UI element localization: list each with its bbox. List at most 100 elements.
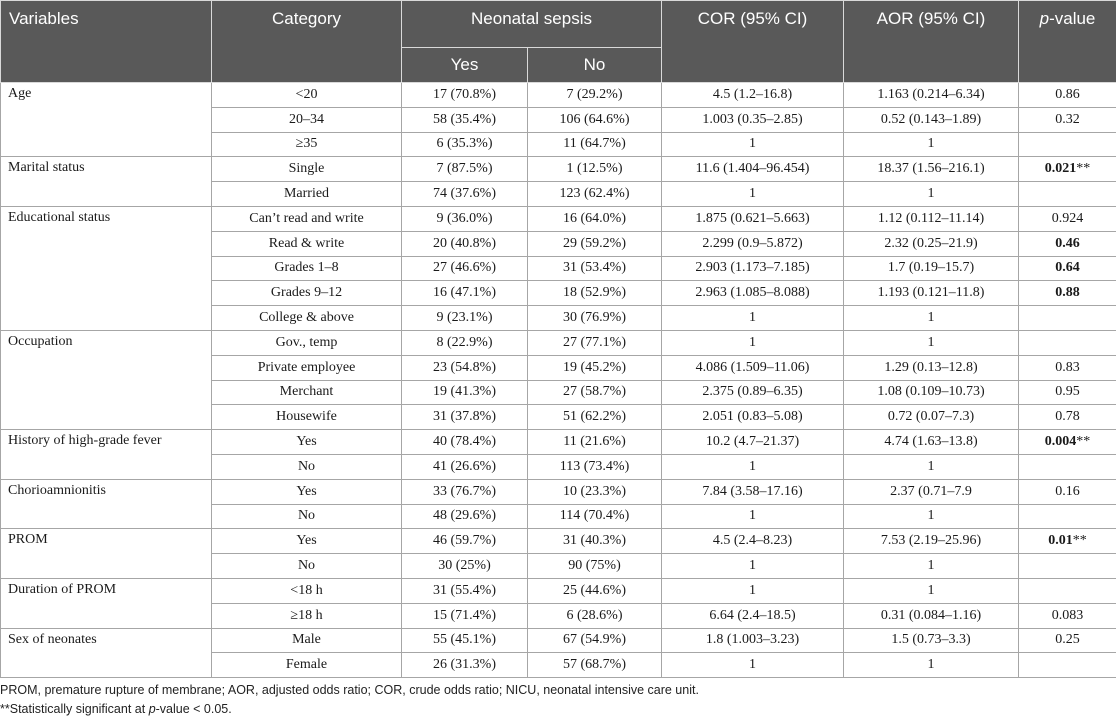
- cell-yes: 31 (55.4%): [401, 577, 528, 604]
- cell-variable: Chorioamnionitis: [0, 478, 212, 530]
- cell-yes: 48 (29.6%): [401, 503, 528, 530]
- table-row: Housewife 31 (37.8%) 51 (62.2%) 2.051 (0.83…: [1, 404, 1116, 431]
- cell-no: 57 (68.7%): [527, 652, 662, 679]
- cell-p-value: [1018, 181, 1116, 207]
- cell-variable: Sex of neonates: [0, 627, 212, 679]
- cell-aor: 2.37 (0.71–7.9: [843, 478, 1019, 505]
- cell-no: 7 (29.2%): [527, 82, 662, 108]
- cell-variable: PROM: [0, 528, 212, 579]
- cell-cor: 1: [661, 453, 844, 480]
- cell-cor: 1: [661, 329, 844, 356]
- table-row: Grades 9–12 16 (47.1%) 18 (52.9%) 2.963 (1.…: [1, 280, 1116, 307]
- cell-aor: 1: [843, 305, 1019, 331]
- cell-category: Male: [211, 627, 402, 654]
- table-row: Duration of PROM <18 h 31 (55.4%) 25 (44.6%…: [0, 577, 1116, 629]
- cell-cor: 2.299 (0.9–5.872): [661, 230, 844, 257]
- cell-aor: 0.52 (0.143–1.89): [843, 106, 1019, 133]
- cell-no: 11 (64.7%): [527, 131, 662, 158]
- cell-cor: 11.6 (1.404–96.454): [661, 156, 844, 183]
- cell-no: 18 (52.9%): [527, 280, 662, 307]
- cell-p-value: 0.16: [1018, 478, 1116, 505]
- cell-category: Can’t read and write: [211, 205, 402, 232]
- table-row: Female 26 (31.3%) 57 (68.7%) 1 1: [1, 652, 1116, 679]
- cell-aor: 1.7 (0.19–15.7): [843, 255, 1019, 282]
- table-row: Read & write 20 (40.8%) 29 (59.2%) 2.299 (0…: [1, 230, 1116, 257]
- cell-variable: Occupation: [0, 329, 212, 431]
- cell-yes: 6 (35.3%): [401, 131, 528, 158]
- cell-yes: 41 (26.6%): [401, 453, 528, 480]
- cell-category: <20: [211, 82, 402, 108]
- cell-no: 31 (40.3%): [527, 528, 662, 555]
- cell-yes: 20 (40.8%): [401, 230, 528, 257]
- cell-p-value: 0.32: [1018, 106, 1116, 133]
- footnote-sig-prefix: **Statistically significant at: [0, 702, 149, 716]
- cell-aor: 4.74 (1.63–13.8): [843, 429, 1019, 455]
- table-header: Variables Category Neonatal sepsis COR (…: [0, 0, 1116, 83]
- cell-p-value: 0.01**: [1018, 528, 1116, 555]
- cell-aor: 1: [843, 652, 1019, 679]
- cell-yes: 23 (54.8%): [401, 354, 528, 381]
- cell-category: No: [211, 553, 402, 579]
- cell-yes: 16 (47.1%): [401, 280, 528, 307]
- cell-no: 113 (73.4%): [527, 453, 662, 480]
- table-row: ≥18 h 15 (71.4%) 6 (28.6%) 6.64 (2.4–18.5) 0…: [1, 602, 1116, 629]
- p-value-bold: 0.021: [1044, 161, 1077, 177]
- cell-yes: 74 (37.6%): [401, 181, 528, 207]
- table-row: Age <20 17 (70.8%) 7 (29.2%) 4.5 (1.2–16.8) 1…: [0, 81, 1116, 158]
- cell-yes: 27 (46.6%): [401, 255, 528, 282]
- cell-category: College & above: [211, 305, 402, 331]
- cell-cor: 1: [661, 305, 844, 331]
- cell-no: 67 (54.9%): [527, 627, 662, 654]
- table-row: Chorioamnionitis Yes 33 (76.7%) 10 (23.3%) 7…: [0, 478, 1116, 530]
- cell-category: 20–34: [211, 106, 402, 133]
- table-row: Marital status Single 7 (87.5%) 1 (12.5%) 11…: [0, 156, 1116, 207]
- header-aor: AOR (95% CI): [843, 0, 1019, 83]
- cell-category: Yes: [211, 429, 402, 455]
- cell-cor: 1: [661, 181, 844, 207]
- cell-no: 90 (75%): [527, 553, 662, 579]
- cell-p-value: [1018, 652, 1116, 679]
- significance-marker: **: [1076, 434, 1091, 450]
- cell-yes: 58 (35.4%): [401, 106, 528, 133]
- cell-aor: 2.32 (0.25–21.9): [843, 230, 1019, 257]
- cell-yes: 19 (41.3%): [401, 379, 528, 406]
- table-container: Variables Category Neonatal sepsis COR (…: [0, 0, 1116, 679]
- cell-cor: 4.5 (2.4–8.23): [661, 528, 844, 555]
- cell-cor: 1: [661, 652, 844, 679]
- cell-cor: 6.64 (2.4–18.5): [661, 602, 844, 629]
- table-row: No 30 (25%) 90 (75%) 1 1: [1, 553, 1116, 579]
- table-row: Educational status Can’t read and write 9 …: [0, 205, 1116, 331]
- cell-p-value: [1018, 503, 1116, 530]
- cell-p-value: 0.95: [1018, 379, 1116, 406]
- footnote-sig-suffix: -value < 0.05.: [155, 702, 232, 716]
- cell-category: Grades 9–12: [211, 280, 402, 307]
- cell-category: Grades 1–8: [211, 255, 402, 282]
- cell-p-value: [1018, 577, 1116, 604]
- cell-p-value: 0.021**: [1018, 156, 1116, 183]
- table-row: Merchant 19 (41.3%) 27 (58.7%) 2.375 (0.89–…: [1, 379, 1116, 406]
- p-value-bold: 0.004: [1044, 434, 1077, 450]
- cell-cor: 10.2 (4.7–21.37): [661, 429, 844, 455]
- cell-no: 6 (28.6%): [527, 602, 662, 629]
- cell-aor: 1.12 (0.112–11.14): [843, 205, 1019, 232]
- footnote-significance: **Statistically significant at p-value <…: [0, 702, 232, 716]
- table-row: PROM Yes 46 (59.7%) 31 (40.3%) 4.5 (2.4–8.23…: [0, 528, 1116, 579]
- cell-yes: 40 (78.4%): [401, 429, 528, 455]
- cell-no: 11 (21.6%): [527, 429, 662, 455]
- cell-aor: 0.31 (0.084–1.16): [843, 602, 1019, 629]
- cell-category: Read & write: [211, 230, 402, 257]
- cell-cor: 2.963 (1.085–8.088): [661, 280, 844, 307]
- cell-cor: 2.051 (0.83–5.08): [661, 404, 844, 431]
- cell-no: 123 (62.4%): [527, 181, 662, 207]
- cell-cor: 1.003 (0.35–2.85): [661, 106, 844, 133]
- cell-p-value: [1018, 553, 1116, 579]
- cell-no: 29 (59.2%): [527, 230, 662, 257]
- table-row: College & above 9 (23.1%) 30 (76.9%) 1 1: [1, 305, 1116, 331]
- cell-aor: 7.53 (2.19–25.96): [843, 528, 1019, 555]
- cell-yes: 30 (25%): [401, 553, 528, 579]
- p-value-bold: 0.46: [1055, 235, 1080, 251]
- cell-aor: 1: [843, 131, 1019, 158]
- results-table: Variables Category Neonatal sepsis COR (…: [0, 0, 1116, 679]
- header-yes: Yes: [401, 47, 528, 83]
- cell-variable: Age: [0, 81, 212, 158]
